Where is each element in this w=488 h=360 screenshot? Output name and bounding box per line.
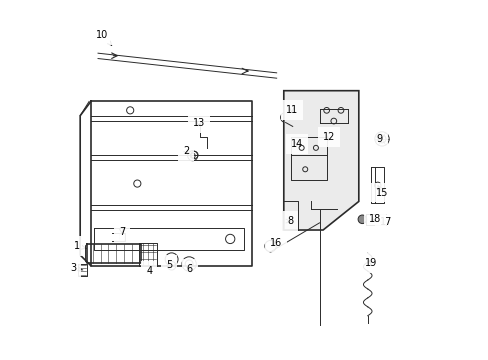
Text: 5: 5 <box>165 260 172 270</box>
Text: 1: 1 <box>74 241 86 251</box>
Text: 11: 11 <box>285 105 297 115</box>
Text: 6: 6 <box>186 264 192 274</box>
Text: 3: 3 <box>70 262 82 273</box>
Text: 18: 18 <box>368 213 380 224</box>
Text: 14: 14 <box>290 139 303 149</box>
Text: 10: 10 <box>96 30 112 45</box>
Polygon shape <box>283 91 358 230</box>
Text: 15: 15 <box>375 186 387 198</box>
Text: 12: 12 <box>323 132 335 142</box>
Text: 2: 2 <box>183 147 189 157</box>
Text: 4: 4 <box>146 266 152 276</box>
Text: 8: 8 <box>285 216 293 226</box>
Text: 9: 9 <box>376 134 382 144</box>
Text: 13: 13 <box>192 118 204 128</box>
Text: 16: 16 <box>270 238 282 248</box>
Text: 19: 19 <box>365 258 377 268</box>
Text: 17: 17 <box>380 217 392 227</box>
Text: 7: 7 <box>119 227 125 237</box>
Circle shape <box>357 215 366 224</box>
